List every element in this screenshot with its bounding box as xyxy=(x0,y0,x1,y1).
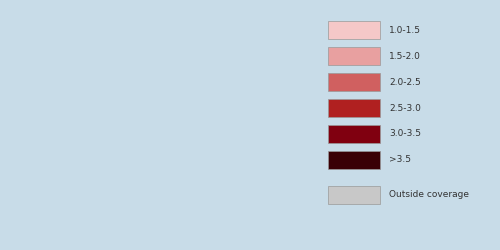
Bar xyxy=(328,73,380,91)
Text: Outside coverage: Outside coverage xyxy=(389,190,469,199)
Bar xyxy=(328,125,380,143)
Text: 2.0-2.5: 2.0-2.5 xyxy=(389,78,421,87)
Text: >3.5: >3.5 xyxy=(389,155,411,164)
Text: 1.5-2.0: 1.5-2.0 xyxy=(389,52,421,61)
Bar xyxy=(328,47,380,65)
Text: 3.0-3.5: 3.0-3.5 xyxy=(389,130,421,138)
Text: 1.0-1.5: 1.0-1.5 xyxy=(389,26,421,35)
Bar xyxy=(328,22,380,40)
Bar xyxy=(328,99,380,117)
Text: 2.5-3.0: 2.5-3.0 xyxy=(389,104,421,112)
Bar xyxy=(328,186,380,204)
Bar xyxy=(328,151,380,169)
